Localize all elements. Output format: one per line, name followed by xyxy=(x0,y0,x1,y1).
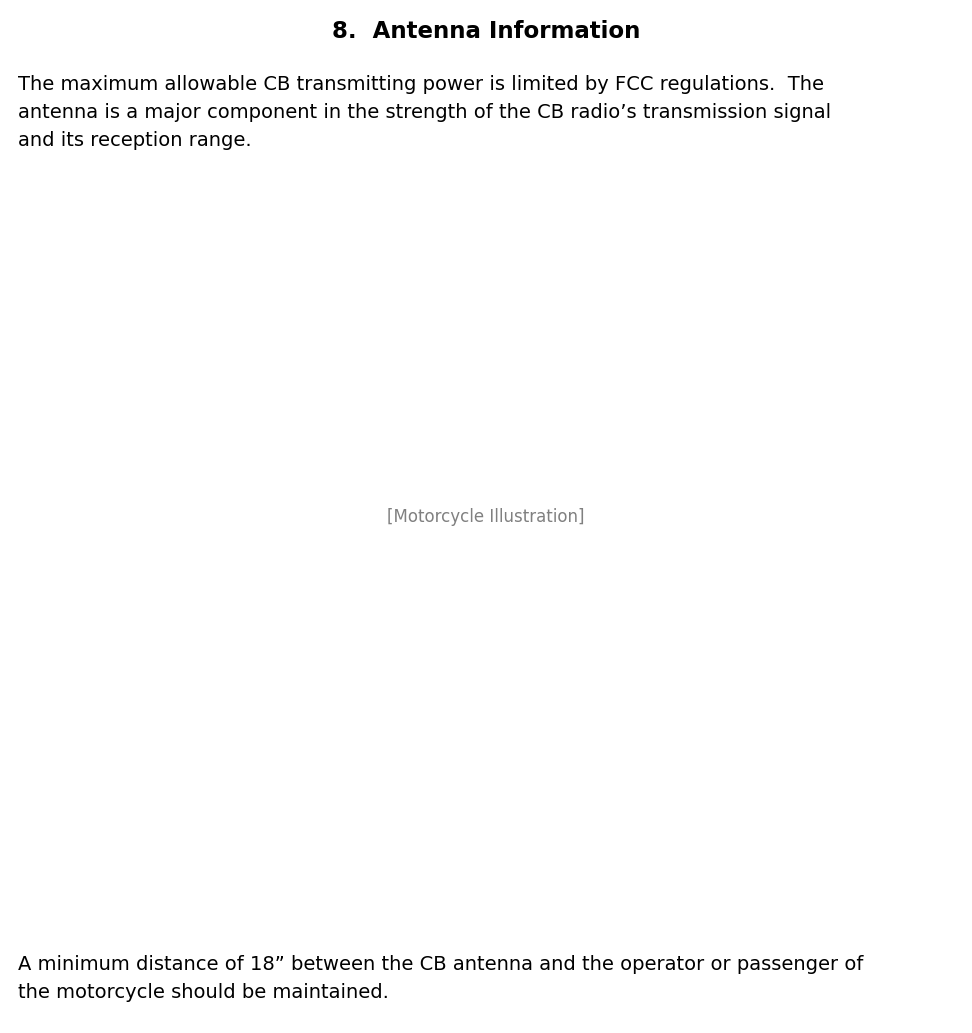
Text: antenna is a major component in the strength of the CB radio’s transmission sign: antenna is a major component in the stre… xyxy=(18,103,831,122)
Text: 8.  Antenna Information: 8. Antenna Information xyxy=(331,20,641,43)
Text: [Motorcycle Illustration]: [Motorcycle Illustration] xyxy=(387,507,585,526)
Text: the motorcycle should be maintained.: the motorcycle should be maintained. xyxy=(18,983,389,1002)
Text: The maximum allowable CB transmitting power is limited by FCC regulations.  The: The maximum allowable CB transmitting po… xyxy=(18,75,824,94)
Text: A minimum distance of 18” between the CB antenna and the operator or passenger o: A minimum distance of 18” between the CB… xyxy=(18,954,863,974)
Text: and its reception range.: and its reception range. xyxy=(18,131,252,150)
